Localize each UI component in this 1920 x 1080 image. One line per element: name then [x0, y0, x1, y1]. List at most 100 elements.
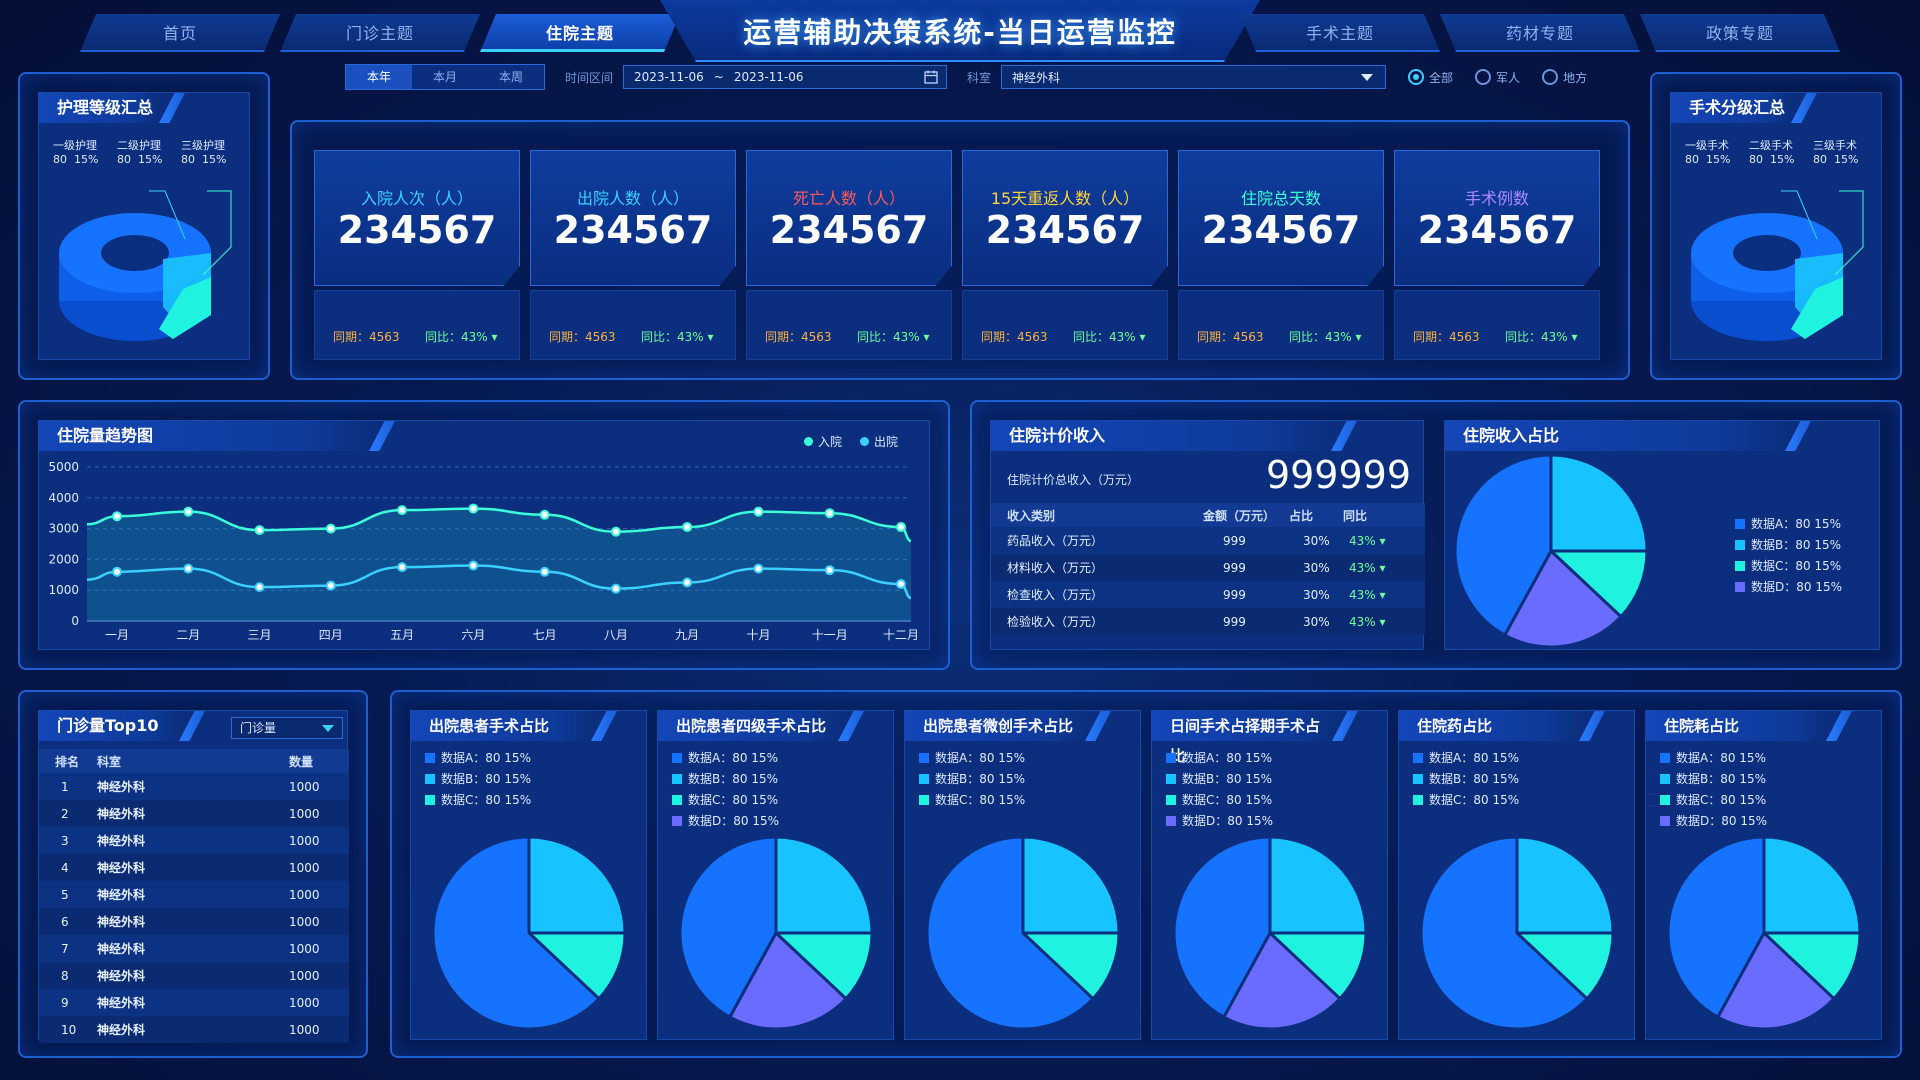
- top10-qty: 1000: [289, 833, 320, 848]
- kpi-same-period: 同期：4563: [1413, 330, 1480, 344]
- top10-dept: 神经外科: [97, 942, 146, 956]
- revenue-category: 药品收入（万元）: [1007, 534, 1104, 548]
- level-name: 三级手术: [1813, 139, 1857, 152]
- filter-bar: 本年 本月 本周 时间区间 2023-11-06 ~ 2023-11-06 科室…: [345, 63, 1587, 91]
- top10-dept: 神经外科: [97, 888, 146, 902]
- legend-swatch: [1166, 773, 1176, 784]
- dept-select[interactable]: 神经外科: [1001, 65, 1387, 89]
- income-share-title: 住院收入占比: [1445, 421, 1785, 451]
- kpi-value: 234567: [1417, 208, 1577, 252]
- legend-swatch: [1413, 794, 1423, 805]
- radio-local[interactable]: 地方: [1542, 69, 1587, 86]
- tab-drugs[interactable]: 药材专题: [1440, 14, 1640, 52]
- y-tick-label: 1000: [48, 583, 79, 597]
- kpi-footer: 同期：4563 同比：43% ▾: [1178, 290, 1384, 360]
- tab-inpatient[interactable]: 住院主题: [480, 14, 680, 52]
- legend-swatch: [1660, 752, 1670, 763]
- leader-line: [1834, 190, 1864, 276]
- kpi-footer: 同期：4563 同比：43% ▾: [962, 290, 1168, 360]
- radio-label: 全部: [1429, 70, 1454, 85]
- top10-title: 门诊量Top10: [39, 711, 179, 741]
- top10-row: 1 神经外科 1000: [39, 773, 349, 800]
- y-tick-label: 0: [71, 614, 79, 628]
- top10-rank: 7: [61, 941, 69, 956]
- revenue-category: 材料收入（万元）: [1007, 561, 1104, 575]
- legend-swatch: [1735, 560, 1745, 571]
- level-pct: 15%: [74, 153, 99, 166]
- level-pct: 15%: [202, 153, 227, 166]
- revenue-yoy-value: 43%: [1349, 587, 1376, 602]
- data-point: [682, 577, 693, 588]
- period-year-button[interactable]: 本年: [346, 65, 412, 89]
- pie-slice: [1549, 453, 1649, 553]
- top10-select[interactable]: 门诊量: [231, 717, 343, 739]
- legend-swatch: [1660, 794, 1670, 805]
- data-point: [824, 508, 835, 519]
- top10-rank: 5: [61, 887, 69, 902]
- legend-swatch: [672, 794, 682, 805]
- data-point: [539, 509, 550, 520]
- x-tick-label: 十一月: [812, 628, 848, 642]
- revenue-ratio: 30%: [1303, 533, 1330, 548]
- revenue-total-label: 住院计价总收入（万元）: [1007, 473, 1140, 487]
- calendar-icon[interactable]: [924, 70, 938, 84]
- chevron-down-icon: [322, 725, 334, 732]
- pie-slice: [925, 835, 1096, 1031]
- caret-down-icon: ▾: [491, 330, 498, 344]
- legend-swatch: [1735, 518, 1745, 529]
- top10-row: 7 神经外科 1000: [39, 935, 349, 962]
- pie-card-title: 住院药占比: [1399, 711, 1579, 741]
- top10-row: 10 神经外科 1000: [39, 1016, 349, 1043]
- date-range-picker[interactable]: 2023-11-06 ~ 2023-11-06: [623, 65, 948, 89]
- trend-legend: 入院 出院: [804, 433, 898, 450]
- pie-slices: [925, 835, 1121, 1031]
- legend-label: 数据B：80 15%: [688, 772, 778, 786]
- revenue-row: 材料收入（万元） 999 30% 43% ▾: [991, 554, 1425, 581]
- x-tick-label: 七月: [533, 628, 557, 642]
- surgery-grade-card: 手术分级汇总 一级手术 80 15% 二级手术 80 15% 三级手术 80 15%: [1670, 92, 1882, 360]
- top10-row: 6 神经外科 1000: [39, 908, 349, 935]
- radio-military[interactable]: 军人: [1475, 69, 1520, 86]
- legend-dot: [860, 437, 870, 446]
- legend-item: 数据B：80 15%: [919, 768, 1025, 789]
- pie-card: 出院患者微创手术占比 数据A：80 15% 数据B：80 15% 数据C：80 15%: [904, 710, 1141, 1040]
- pie-slice: [1762, 835, 1862, 935]
- tab-outpatient[interactable]: 门诊主题: [280, 14, 480, 52]
- radio-all[interactable]: 全部: [1408, 69, 1453, 86]
- pie-slices: [1419, 835, 1615, 1031]
- tab-policy[interactable]: 政策专题: [1640, 14, 1840, 52]
- top10-rank: 3: [61, 833, 69, 848]
- caret-down-icon: ▾: [707, 330, 714, 344]
- kpi-value: 234567: [553, 208, 713, 252]
- data-point: [896, 522, 906, 533]
- leader-line: [1781, 190, 1818, 240]
- x-tick-label: 四月: [319, 628, 343, 642]
- series-line: [86, 564, 912, 600]
- tab-home[interactable]: 首页: [80, 14, 280, 52]
- legend-swatch: [1735, 539, 1745, 550]
- top10-dept: 神经外科: [97, 861, 146, 875]
- kpi-card: 15天重返人数（人） 234567 同期：4563 同比：43% ▾: [962, 150, 1168, 360]
- level-count: 80: [117, 153, 131, 166]
- tab-surgery[interactable]: 手术主题: [1240, 14, 1440, 52]
- top10-row: 4 神经外科 1000: [39, 854, 349, 881]
- data-point: [325, 580, 336, 591]
- legend-item: 数据D：80 15%: [1166, 810, 1273, 831]
- kpi-card-top: [1394, 150, 1600, 286]
- legend-item: 数据A：80 15%: [1413, 747, 1519, 768]
- pie-slice: [678, 835, 778, 1020]
- revenue-row: 检验收入（万元） 999 30% 43% ▾: [991, 608, 1425, 635]
- kpi-yoy: 同比：43% ▾: [641, 328, 714, 345]
- kpi-card-top: [1178, 150, 1384, 286]
- legend-label: 数据C：80 15%: [1182, 793, 1273, 807]
- top10-qty: 1000: [289, 806, 320, 821]
- x-tick-label: 二月: [176, 628, 200, 642]
- data-point: [896, 579, 906, 590]
- period-month-button[interactable]: 本月: [412, 65, 478, 89]
- data-point: [610, 526, 621, 537]
- level-name: 三级护理: [181, 139, 225, 152]
- legend-item: 数据C：80 15%: [1413, 789, 1519, 810]
- top10-qty: 1000: [289, 1022, 320, 1037]
- period-week-button[interactable]: 本周: [478, 65, 544, 89]
- legend-item: 数据C：80 15%: [1660, 789, 1767, 810]
